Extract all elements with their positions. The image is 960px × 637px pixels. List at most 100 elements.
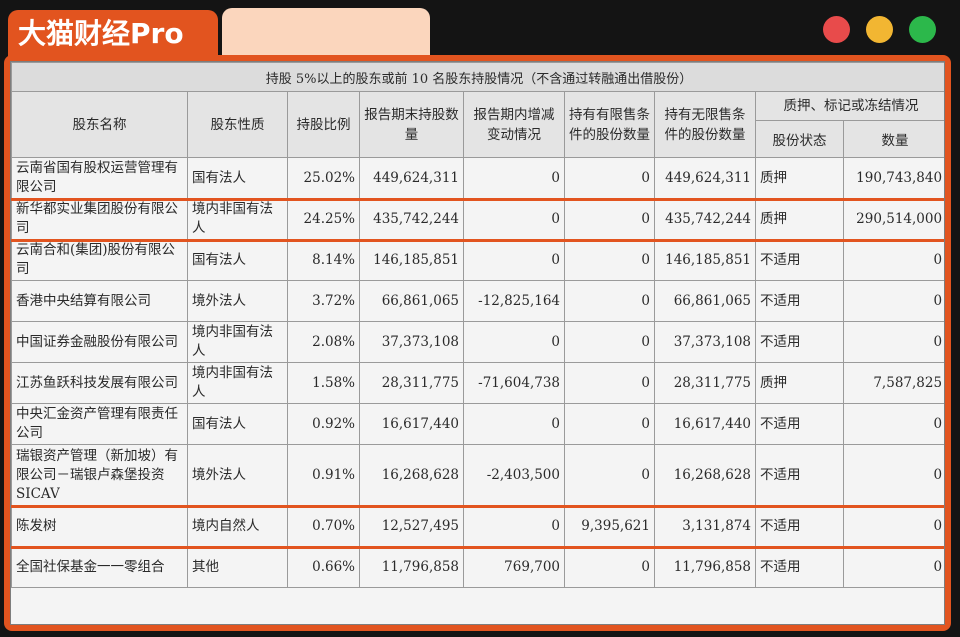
cell-qty: 0 xyxy=(842,505,944,547)
cell-nature: 其他 xyxy=(187,546,288,588)
cell-ratio: 0.70% xyxy=(287,505,360,547)
cell-ratio: 0.92% xyxy=(287,403,360,445)
cell-name: 中央汇金资产管理有限责任公司 xyxy=(11,403,188,445)
cell-qty: 0 xyxy=(842,239,944,281)
header-tab xyxy=(222,8,430,58)
cell-restricted: 0 xyxy=(564,280,655,322)
cell-status: 不适用 xyxy=(755,403,844,445)
cell-restricted: 0 xyxy=(564,198,655,240)
cell-restricted: 9,395,621 xyxy=(564,505,655,547)
cell-status: 不适用 xyxy=(755,239,844,281)
header-shares-end: 报告期末持股数量 xyxy=(359,91,464,158)
cell-nature: 境内非国有法人 xyxy=(187,362,288,404)
cell-ratio: 0.91% xyxy=(287,444,360,506)
cell-nature: 境外法人 xyxy=(187,444,288,506)
cell-restricted: 0 xyxy=(564,546,655,588)
cell-shares-end: 11,796,858 xyxy=(359,546,464,588)
header-restricted: 持有有限售条件的股份数量 xyxy=(564,91,655,158)
cell-change: 0 xyxy=(463,239,565,281)
cell-name: 瑞银资产管理（新加坡）有限公司－瑞银卢森堡投资 SICAV xyxy=(11,444,188,506)
cell-change: -71,604,738 xyxy=(463,362,565,404)
cell-qty: 0 xyxy=(842,546,944,588)
cell-restricted: 0 xyxy=(564,444,655,506)
cell-nature: 国有法人 xyxy=(187,157,288,199)
cell-change: 0 xyxy=(463,198,565,240)
cell-shares-end: 449,624,311 xyxy=(359,157,464,199)
cell-ratio: 24.25% xyxy=(287,198,360,240)
cell-nature: 境内自然人 xyxy=(187,505,288,547)
cell-restricted: 0 xyxy=(564,321,655,363)
cell-unrestricted: 28,311,775 xyxy=(654,362,756,404)
cell-change: 769,700 xyxy=(463,546,565,588)
table-row: 中央汇金资产管理有限责任公司 国有法人 0.92% 16,617,440 0 0 16,61… xyxy=(11,403,944,445)
cell-qty: 0 xyxy=(842,321,944,363)
cell-name: 新华都实业集团股份有限公司 xyxy=(11,198,188,240)
cell-name: 香港中央结算有限公司 xyxy=(11,280,188,322)
cell-status: 不适用 xyxy=(755,321,844,363)
cell-status: 质押 xyxy=(755,198,844,240)
cell-qty: 0 xyxy=(842,444,944,506)
cell-ratio: 8.14% xyxy=(287,239,360,281)
highlight-line xyxy=(11,504,944,508)
minimize-dot-icon[interactable] xyxy=(866,16,893,43)
cell-nature: 境内非国有法人 xyxy=(187,321,288,363)
shareholder-table-sheet: 持股 5%以上的股东或前 10 名股东持股情况（不含通过转融通出借股份） 股东名… xyxy=(10,61,945,625)
cell-qty: 190,743,840 xyxy=(842,157,944,199)
cell-change: 0 xyxy=(463,157,565,199)
header-pledge-qty: 数量 xyxy=(842,120,944,158)
cell-name: 云南省国有股权运营管理有限公司 xyxy=(11,157,188,199)
highlight-line xyxy=(11,197,944,201)
cell-shares-end: 37,373,108 xyxy=(359,321,464,363)
table-row: 新华都实业集团股份有限公司 境内非国有法人 24.25% 435,742,244 0 0 4… xyxy=(11,198,944,240)
header-ratio: 持股比例 xyxy=(287,91,360,158)
maximize-dot-icon[interactable] xyxy=(909,16,936,43)
cell-status: 不适用 xyxy=(755,546,844,588)
table-row: 陈发树 境内自然人 0.70% 12,527,495 0 9,395,621 3,131,8… xyxy=(11,505,944,547)
content-panel: 持股 5%以上的股东或前 10 名股东持股情况（不含通过转融通出借股份） 股东名… xyxy=(4,55,951,631)
table-row: 中国证券金融股份有限公司 境内非国有法人 2.08% 37,373,108 0 0 37,3… xyxy=(11,321,944,363)
header-change: 报告期内增减变动情况 xyxy=(463,91,565,158)
cell-ratio: 2.08% xyxy=(287,321,360,363)
cell-name: 江苏鱼跃科技发展有限公司 xyxy=(11,362,188,404)
header-unrestricted: 持有无限售条件的股份数量 xyxy=(654,91,756,158)
cell-nature: 国有法人 xyxy=(187,239,288,281)
cell-change: 0 xyxy=(463,321,565,363)
cell-status: 质押 xyxy=(755,362,844,404)
table-row: 全国社保基金一一零组合 其他 0.66% 11,796,858 769,700 0 11,7… xyxy=(11,546,944,588)
cell-unrestricted: 11,796,858 xyxy=(654,546,756,588)
cell-name: 全国社保基金一一零组合 xyxy=(11,546,188,588)
cell-shares-end: 16,617,440 xyxy=(359,403,464,445)
highlight-line xyxy=(11,545,944,549)
cell-ratio: 3.72% xyxy=(287,280,360,322)
cell-nature: 境内非国有法人 xyxy=(187,198,288,240)
cell-restricted: 0 xyxy=(564,403,655,445)
close-dot-icon[interactable] xyxy=(823,16,850,43)
cell-unrestricted: 435,742,244 xyxy=(654,198,756,240)
cell-unrestricted: 66,861,065 xyxy=(654,280,756,322)
table-row: 瑞银资产管理（新加坡）有限公司－瑞银卢森堡投资 SICAV 境外法人 0.91% 16… xyxy=(11,444,944,506)
cell-qty: 290,514,000 xyxy=(842,198,944,240)
cell-change: -12,825,164 xyxy=(463,280,565,322)
cell-unrestricted: 146,185,851 xyxy=(654,239,756,281)
cell-nature: 境外法人 xyxy=(187,280,288,322)
table-title: 持股 5%以上的股东或前 10 名股东持股情况（不含通过转融通出借股份） xyxy=(11,62,944,92)
cell-unrestricted: 449,624,311 xyxy=(654,157,756,199)
cell-change: 0 xyxy=(463,505,565,547)
cell-shares-end: 146,185,851 xyxy=(359,239,464,281)
cell-status: 质押 xyxy=(755,157,844,199)
cell-change: -2,403,500 xyxy=(463,444,565,506)
header-pledge-status: 股份状态 xyxy=(755,120,844,158)
cell-status: 不适用 xyxy=(755,280,844,322)
cell-unrestricted: 37,373,108 xyxy=(654,321,756,363)
cell-qty: 0 xyxy=(842,403,944,445)
cell-name: 云南合和(集团)股份有限公司 xyxy=(11,239,188,281)
cell-qty: 0 xyxy=(842,280,944,322)
table-row: 江苏鱼跃科技发展有限公司 境内非国有法人 1.58% 28,311,775 -71,60… xyxy=(11,362,944,404)
cell-shares-end: 435,742,244 xyxy=(359,198,464,240)
cell-restricted: 0 xyxy=(564,362,655,404)
cell-shares-end: 12,527,495 xyxy=(359,505,464,547)
cell-restricted: 0 xyxy=(564,239,655,281)
cell-ratio: 1.58% xyxy=(287,362,360,404)
cell-name: 中国证券金融股份有限公司 xyxy=(11,321,188,363)
cell-ratio: 0.66% xyxy=(287,546,360,588)
